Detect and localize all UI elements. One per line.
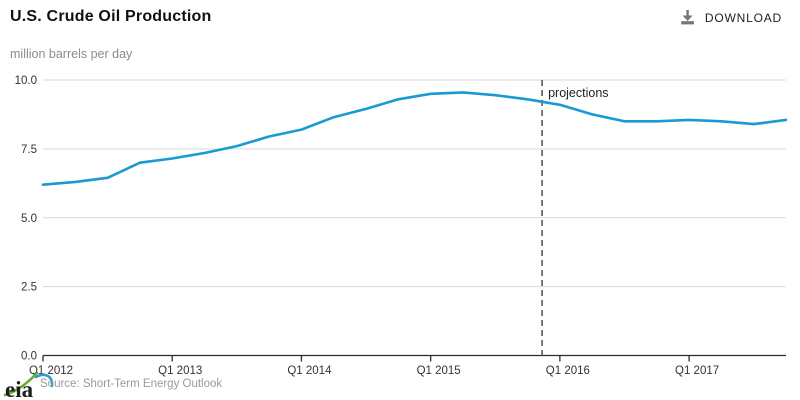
y-axis-tick-label: 0.0: [21, 351, 37, 363]
x-axis-tick-label: Q1 2017: [675, 365, 719, 377]
production-series-line: [41, 91, 788, 186]
download-button[interactable]: DOWNLOAD: [679, 9, 782, 26]
y-axis-tick-label: 7.5: [21, 144, 37, 156]
y-axis-tick-label: 10.0: [15, 75, 37, 87]
eia-logo-text: eia: [5, 377, 34, 400]
download-label: DOWNLOAD: [704, 10, 782, 25]
y-axis-tick-label: 2.5: [21, 282, 37, 294]
x-axis-tick-label: Q1 2013: [158, 365, 202, 377]
page-title: U.S. Crude Oil Production: [10, 8, 212, 25]
source-note: Source: Short-Term Energy Outlook: [40, 378, 223, 390]
download-icon: [681, 10, 694, 25]
y-axis-tick-label: 5.0: [21, 213, 37, 225]
eia-logo: eia: [3, 371, 54, 400]
x-axis-tick-label: Q1 2016: [546, 365, 590, 377]
projections-label: projections: [548, 86, 608, 100]
chart-units-label: million barrels per day: [10, 47, 133, 61]
x-axis-tick-label: Q1 2014: [287, 365, 332, 377]
x-axis-tick-label: Q1 2015: [417, 365, 461, 377]
